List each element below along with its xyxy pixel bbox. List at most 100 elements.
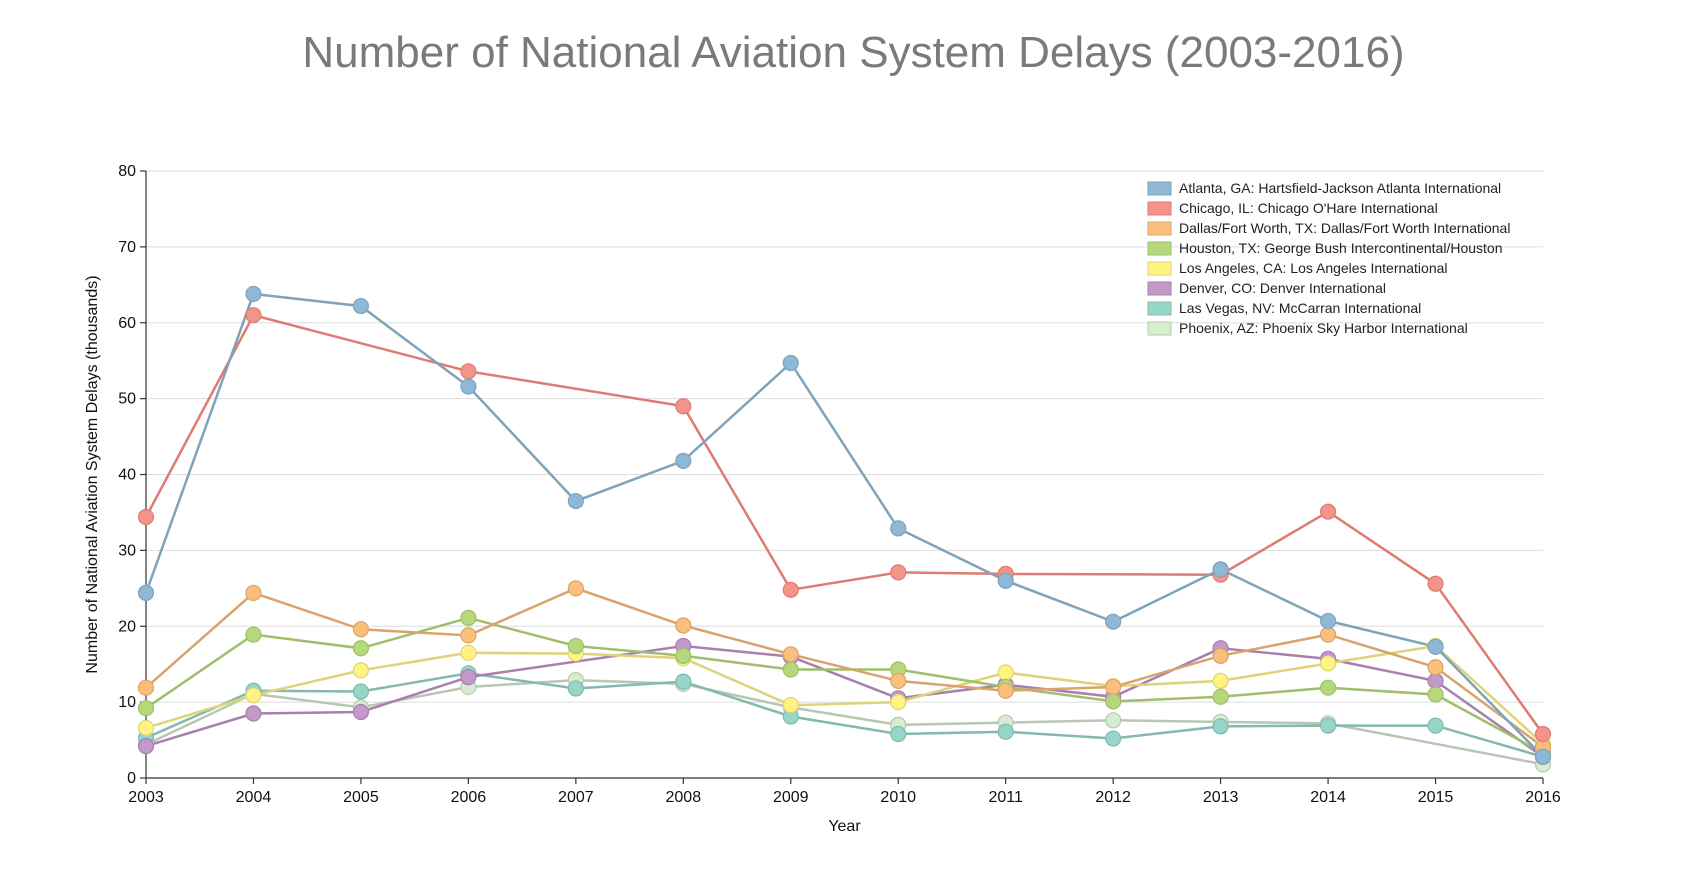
data-point-series-6-2006 (460, 668, 477, 686)
data-point-series-5-2003 (137, 719, 155, 737)
data-point-series-6-2015 (1427, 672, 1444, 689)
data-point-series-4-2008 (675, 647, 692, 664)
series-points (137, 285, 1552, 773)
data-point-series-3-2004 (245, 584, 262, 601)
data-point-series-1-2014 (1319, 612, 1337, 630)
x-tick-label: 2009 (773, 789, 809, 806)
data-point-series-5-2010 (890, 694, 907, 711)
legend: Atlanta, GA: Hartsfield-Jackson Atlanta … (1147, 180, 1510, 336)
y-tick-label: 30 (118, 542, 136, 559)
data-point-series-7-2011 (997, 723, 1014, 740)
data-point-series-1-2004 (245, 285, 262, 303)
data-point-series-2-2014 (1319, 503, 1337, 520)
series-line-4 (145, 616, 1544, 755)
x-tick-label: 2010 (880, 789, 916, 806)
data-point-series-1-2005 (352, 297, 370, 315)
data-point-series-7-2007 (567, 680, 584, 697)
data-point-series-4-2006 (460, 609, 477, 627)
data-point-series-4-2007 (567, 637, 584, 655)
data-point-series-5-2013 (1212, 672, 1229, 689)
legend-swatch-4 (1147, 241, 1172, 256)
data-point-series-7-2010 (890, 725, 907, 743)
y-tick-label: 60 (118, 315, 136, 332)
data-point-series-5-2011 (997, 664, 1014, 681)
data-point-series-3-2012 (1105, 678, 1122, 696)
data-point-series-1-2009 (782, 354, 799, 372)
data-point-series-2-2008 (675, 398, 692, 415)
data-point-series-3-2009 (782, 646, 799, 663)
data-point-series-1-2013 (1212, 561, 1229, 578)
axes: 0 10 20 30 40 50 60 70 80 2003 2004 2005 2006 2007 200… (84, 163, 1561, 835)
data-point-series-7-2014 (1319, 717, 1337, 734)
data-point-series-5-2005 (352, 662, 370, 679)
legend-swatch-3 (1147, 221, 1172, 236)
series-line-1 (144, 292, 1544, 758)
data-point-series-5-2014 (1319, 655, 1337, 672)
x-tick-label: 2005 (343, 789, 379, 806)
y-tick-label: 40 (118, 467, 136, 484)
y-tick-label: 50 (118, 391, 136, 408)
data-point-series-8-2012 (1105, 712, 1122, 729)
x-tick-label: 2016 (1525, 789, 1561, 806)
x-tick-label: 2004 (236, 789, 272, 806)
legend-swatch-2 (1147, 201, 1172, 216)
legend-label-3: Dallas/Fort Worth, TX: Dallas/Fort Worth… (1179, 220, 1510, 236)
data-point-series-2-2010 (890, 564, 907, 581)
legend-swatch-1 (1147, 181, 1172, 196)
data-point-series-2-2009 (782, 581, 799, 598)
gridlines (146, 170, 1543, 703)
data-point-series-7-2005 (352, 683, 370, 700)
legend-swatch-5 (1147, 261, 1172, 276)
data-point-series-5-2004 (245, 687, 262, 704)
legend-label-5: Los Angeles, CA: Los Angeles Internation… (1179, 260, 1448, 276)
data-point-series-3-2013 (1212, 647, 1229, 664)
data-point-series-6-2003 (137, 738, 155, 755)
data-point-series-4-2014 (1319, 679, 1337, 696)
legend-swatch-6 (1147, 281, 1172, 296)
data-point-series-3-2010 (890, 672, 907, 689)
x-tick-label: 2006 (451, 789, 487, 806)
data-point-series-7-2015 (1427, 717, 1444, 734)
data-point-series-1-2012 (1105, 613, 1122, 630)
data-point-series-3-2003 (137, 679, 155, 696)
data-point-series-1-2015 (1427, 638, 1444, 655)
x-tick-label: 2012 (1095, 789, 1131, 806)
x-tick-label: 2008 (666, 789, 702, 806)
data-point-series-4-2013 (1212, 688, 1229, 705)
y-tick-label: 80 (118, 163, 136, 180)
data-point-series-1-2006 (460, 378, 477, 395)
data-point-series-4-2003 (137, 700, 155, 717)
data-point-series-1-2011 (997, 572, 1014, 589)
data-point-series-2-2015 (1427, 575, 1444, 592)
legend-label-2: Chicago, IL: Chicago O'Hare Internationa… (1179, 200, 1438, 216)
y-tick-label: 10 (118, 694, 136, 711)
y-tick-label: 70 (118, 239, 136, 256)
data-point-series-3-2006 (460, 627, 477, 644)
series-line-3 (145, 586, 1544, 748)
data-point-series-3-2007 (567, 580, 584, 597)
x-tick-label: 2007 (558, 789, 594, 806)
x-tick-label: 2014 (1310, 789, 1346, 806)
data-point-series-2-2016 (1534, 725, 1552, 743)
x-tick-label: 2015 (1418, 789, 1454, 806)
y-axis-label: Number of National Aviation System Delay… (84, 275, 101, 673)
data-point-series-6-2004 (245, 705, 262, 722)
legend-label-6: Denver, CO: Denver International (1179, 280, 1386, 296)
x-tick-label: 2013 (1203, 789, 1239, 806)
data-point-series-1-2016 (1534, 748, 1552, 765)
data-point-series-4-2005 (352, 640, 370, 657)
data-point-series-1-2010 (890, 520, 907, 537)
data-point-series-3-2005 (352, 621, 370, 638)
data-point-series-6-2005 (352, 703, 370, 721)
y-tick-label: 0 (127, 770, 136, 787)
legend-label-1: Atlanta, GA: Hartsfield-Jackson Atlanta … (1179, 180, 1501, 196)
data-point-series-7-2008 (675, 673, 692, 690)
legend-swatch-8 (1147, 321, 1172, 336)
data-point-series-4-2012 (1105, 693, 1122, 710)
data-point-series-1-2008 (675, 452, 692, 469)
data-point-series-4-2015 (1427, 686, 1444, 703)
data-point-series-3-2011 (997, 682, 1014, 699)
legend-label-8: Phoenix, AZ: Phoenix Sky Harbor Internat… (1179, 320, 1468, 336)
